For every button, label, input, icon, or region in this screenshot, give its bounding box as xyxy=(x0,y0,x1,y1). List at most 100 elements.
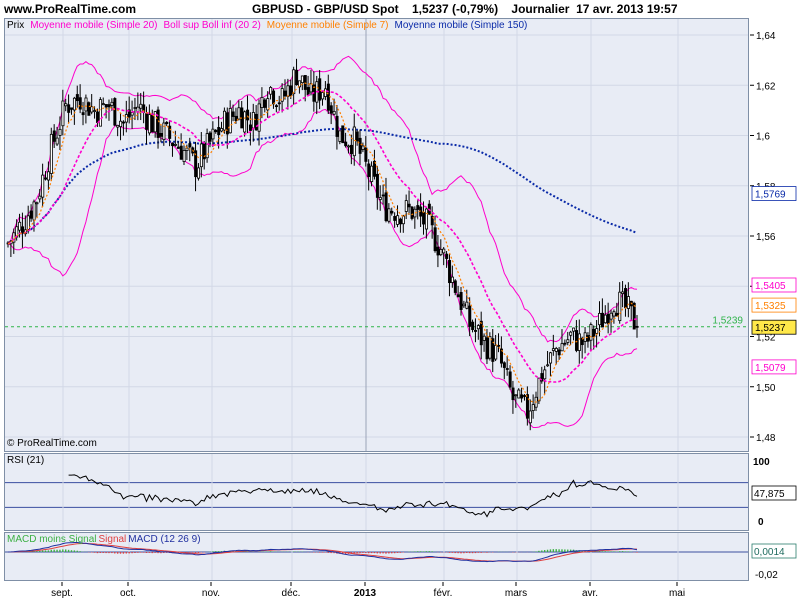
candle-body xyxy=(554,348,558,352)
candle-body xyxy=(130,112,134,116)
x-axis-label: déc. xyxy=(282,588,301,599)
candle-body xyxy=(38,195,42,200)
candle-body xyxy=(595,328,599,334)
candle-body xyxy=(87,102,91,116)
macd-chart[interactable] xyxy=(5,533,748,580)
candle-body xyxy=(404,200,408,212)
candle-body xyxy=(448,260,452,284)
candle-body xyxy=(566,339,570,343)
macd-low-tick: -0,02 xyxy=(755,570,778,581)
candle-body xyxy=(116,124,120,128)
value-label-sma150: 1,5769 xyxy=(755,190,786,201)
candle-body xyxy=(173,143,177,146)
candle-body xyxy=(612,311,616,317)
value-box-sma150 xyxy=(751,186,797,201)
price-axis: 1,481,501,521,541,561,581,61,621,641,576… xyxy=(750,18,798,452)
candle-body xyxy=(479,320,483,346)
candle-body xyxy=(44,177,48,180)
candle-body xyxy=(185,147,189,151)
candle-body xyxy=(251,112,255,129)
candle-body xyxy=(303,75,307,90)
candle-body xyxy=(632,302,636,330)
sma7-line xyxy=(7,81,638,403)
candle-body xyxy=(292,69,296,95)
candle-body xyxy=(459,291,463,310)
candle-body xyxy=(272,90,276,105)
candle-body xyxy=(485,337,489,360)
value-label-sma7: 1,5325 xyxy=(755,301,786,312)
value-box-boll_inf xyxy=(751,359,797,375)
candle-body xyxy=(482,335,486,341)
candle-body xyxy=(205,133,209,159)
legend-macd: MACD (12 26 9) xyxy=(128,534,201,545)
candle-body xyxy=(520,394,524,399)
price-chart[interactable]: 1,5239 xyxy=(5,19,748,451)
candle-body xyxy=(511,387,515,401)
candle-body xyxy=(26,215,30,230)
value-box-boll_sup xyxy=(751,277,797,293)
price-tick-label: 1,50 xyxy=(756,383,776,394)
candle-body xyxy=(474,330,478,332)
macd-panel[interactable]: MACD moins Signal Signal MACD (12 26 9) xyxy=(4,532,749,581)
candle-body xyxy=(254,113,258,131)
candle-body xyxy=(600,312,604,328)
candle-body xyxy=(514,394,518,397)
candle-body xyxy=(497,344,501,347)
candle-body xyxy=(450,276,454,283)
candle-body xyxy=(494,344,498,360)
candle-body xyxy=(306,87,310,96)
candle-body xyxy=(341,125,345,144)
candle-body xyxy=(211,128,215,140)
candle-body xyxy=(361,145,365,150)
candle-body xyxy=(370,165,374,182)
legend-signal: Signal xyxy=(98,534,127,545)
candle-body xyxy=(609,312,613,320)
candle-body xyxy=(81,112,85,116)
candle-body xyxy=(624,288,628,309)
candle-body xyxy=(323,88,327,97)
candle-body xyxy=(243,111,247,133)
rsi-chart[interactable] xyxy=(5,454,748,530)
candle-body xyxy=(214,129,218,133)
macd-axis-svg: 0,0014 -0,02 xyxy=(751,543,797,581)
price-tick-label: 1,6 xyxy=(756,132,770,143)
x-axis-label: mars xyxy=(505,588,527,599)
candle-body xyxy=(468,305,472,327)
rsi-value-box xyxy=(751,485,797,501)
x-axis-label: nov. xyxy=(202,588,220,599)
price-tick-label: 1,56 xyxy=(756,232,776,243)
macd-line xyxy=(7,542,638,563)
candle-body xyxy=(390,210,394,214)
sma20-line xyxy=(7,89,638,384)
macd-axis: 0,0014 -0,02 xyxy=(750,532,798,581)
rsi-panel[interactable]: RSI (21) xyxy=(4,453,749,531)
sma150-line xyxy=(7,127,638,245)
candle-body xyxy=(338,130,342,142)
site-name[interactable]: www.ProRealTime.com xyxy=(4,2,137,16)
candle-body xyxy=(462,303,466,307)
candle-body xyxy=(64,103,68,107)
candle-body xyxy=(222,110,226,131)
candle-body xyxy=(295,69,299,86)
copyright: © ProRealTime.com xyxy=(7,438,97,449)
candle-body xyxy=(107,104,111,108)
candle-body xyxy=(329,105,333,114)
candle-body xyxy=(153,111,157,133)
price-tick-label: 1,62 xyxy=(756,81,776,92)
candle-body xyxy=(410,206,414,219)
candle-body xyxy=(58,128,62,136)
candle-body xyxy=(499,348,503,364)
value-box-sma7 xyxy=(751,297,797,313)
candle-body xyxy=(523,395,527,397)
candle-body xyxy=(159,132,163,137)
candle-body xyxy=(531,404,535,411)
candle-body xyxy=(84,97,88,112)
candle-body xyxy=(399,218,403,225)
candle-body xyxy=(269,87,273,95)
candle-body xyxy=(586,335,590,342)
rsi-axis-svg: 100 0 47,875 xyxy=(751,457,797,528)
candle-body xyxy=(355,131,359,142)
candle-body xyxy=(162,122,166,140)
candle-body xyxy=(55,137,59,145)
price-panel[interactable]: 1,5239 Prix Moyenne mobile (Simple 20) Bol… xyxy=(4,18,749,452)
